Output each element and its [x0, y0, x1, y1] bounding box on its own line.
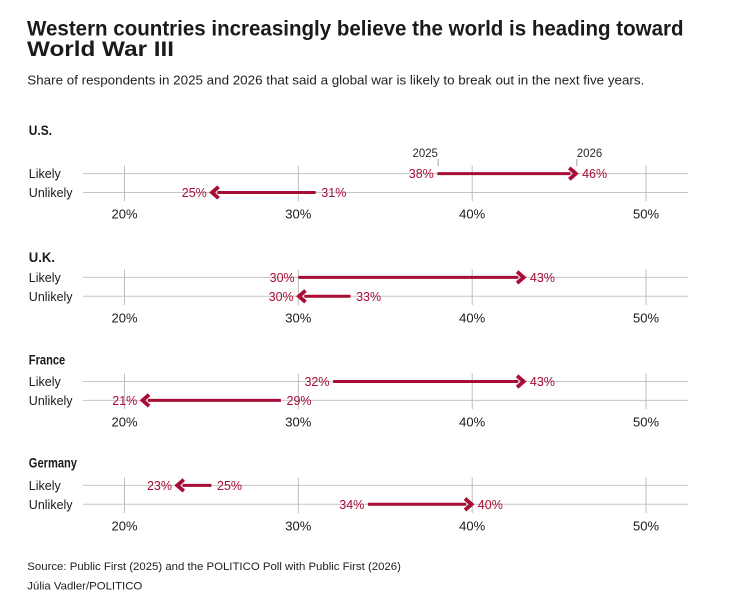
- svg-text:40%: 40%: [459, 518, 485, 533]
- svg-text:Share of respondents in 2025 a: Share of respondents in 2025 and 2026 th…: [27, 72, 644, 87]
- svg-text:30%: 30%: [285, 310, 311, 325]
- svg-text:33%: 33%: [356, 290, 381, 304]
- svg-text:U.K.: U.K.: [29, 249, 55, 265]
- svg-text:40%: 40%: [459, 310, 485, 325]
- svg-text:50%: 50%: [633, 310, 659, 325]
- svg-text:46%: 46%: [582, 167, 607, 181]
- svg-text:23%: 23%: [147, 479, 172, 493]
- svg-text:50%: 50%: [633, 207, 659, 222]
- svg-text:France: France: [29, 352, 66, 368]
- svg-text:U.S.: U.S.: [29, 122, 52, 138]
- svg-text:40%: 40%: [478, 498, 503, 512]
- svg-text:38%: 38%: [409, 167, 434, 181]
- svg-text:25%: 25%: [217, 479, 242, 493]
- svg-text:2026: 2026: [577, 146, 603, 160]
- svg-text:Unlikely: Unlikely: [29, 186, 74, 200]
- svg-text:21%: 21%: [112, 394, 137, 408]
- svg-text:31%: 31%: [321, 186, 346, 200]
- svg-text:Likely: Likely: [29, 479, 62, 493]
- svg-text:20%: 20%: [111, 310, 137, 325]
- svg-text:30%: 30%: [270, 271, 295, 285]
- svg-text:World War III: World War III: [27, 37, 174, 61]
- svg-text:Likely: Likely: [29, 271, 62, 285]
- svg-text:34%: 34%: [339, 498, 364, 512]
- svg-text:50%: 50%: [633, 414, 659, 429]
- svg-text:32%: 32%: [304, 375, 329, 389]
- svg-text:30%: 30%: [285, 518, 311, 533]
- svg-text:Unlikely: Unlikely: [29, 290, 74, 304]
- svg-text:Unlikely: Unlikely: [29, 498, 74, 512]
- svg-text:43%: 43%: [530, 271, 555, 285]
- svg-text:25%: 25%: [182, 186, 207, 200]
- svg-text:50%: 50%: [633, 518, 659, 533]
- svg-text:Júlia Vadler/POLITICO: Júlia Vadler/POLITICO: [27, 580, 142, 592]
- svg-text:Western countries increasingly: Western countries increasingly believe t…: [27, 17, 684, 41]
- svg-text:30%: 30%: [269, 290, 294, 304]
- svg-text:30%: 30%: [285, 207, 311, 222]
- svg-text:Likely: Likely: [29, 375, 62, 389]
- svg-text:20%: 20%: [111, 414, 137, 429]
- svg-text:20%: 20%: [111, 207, 137, 222]
- svg-text:Source: Public First (2025) an: Source: Public First (2025) and the POLI…: [27, 561, 401, 573]
- svg-text:29%: 29%: [287, 394, 312, 408]
- svg-text:40%: 40%: [459, 207, 485, 222]
- svg-text:43%: 43%: [530, 375, 555, 389]
- svg-text:Germany: Germany: [29, 455, 77, 471]
- svg-text:30%: 30%: [285, 414, 311, 429]
- svg-text:Unlikely: Unlikely: [29, 394, 74, 408]
- svg-text:Likely: Likely: [29, 167, 62, 181]
- svg-text:2025: 2025: [413, 146, 439, 160]
- svg-text:20%: 20%: [111, 518, 137, 533]
- svg-text:40%: 40%: [459, 414, 485, 429]
